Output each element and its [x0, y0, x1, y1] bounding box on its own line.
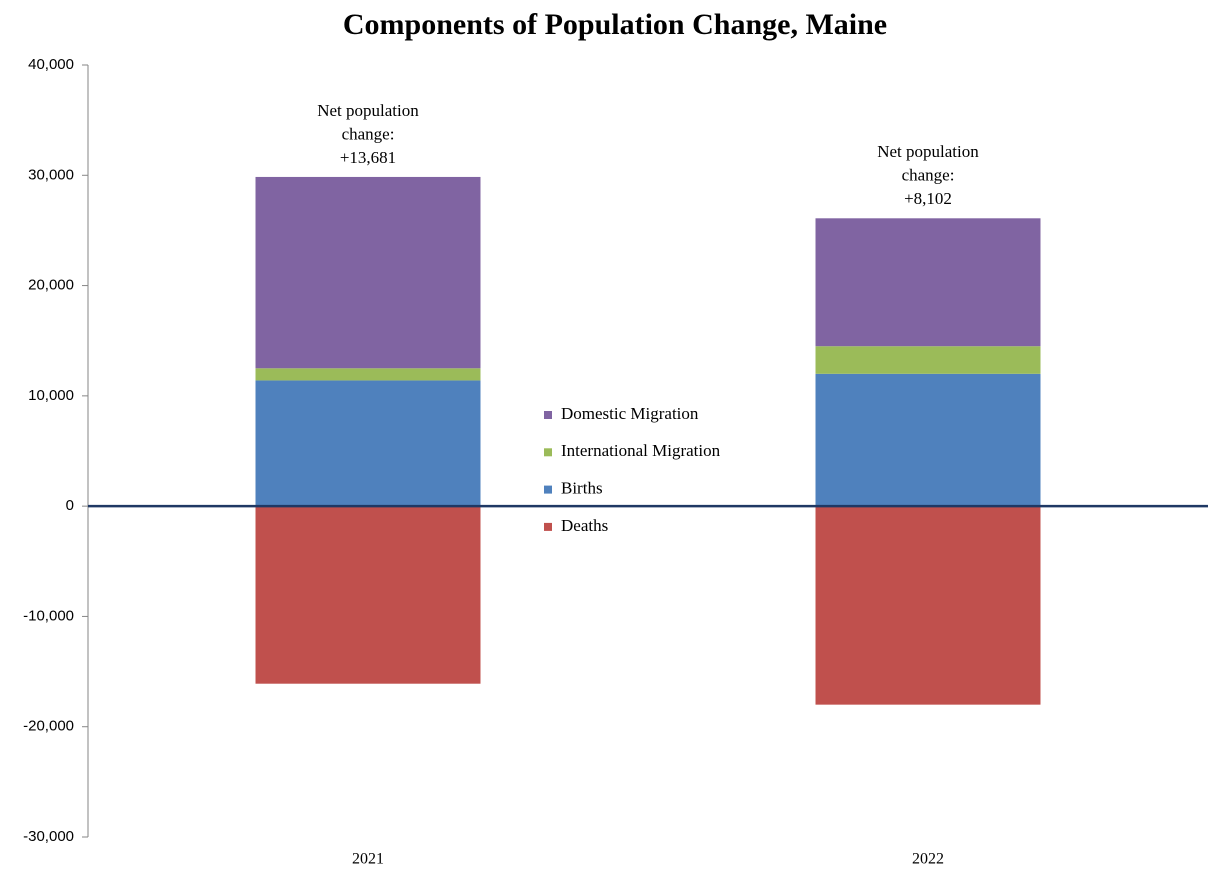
y-tick-label: -10,000	[23, 607, 74, 624]
annotation: Net population	[317, 101, 419, 120]
x-tick-label: 2021	[352, 851, 384, 868]
bar-segment	[815, 218, 1041, 347]
annotation: change:	[902, 166, 955, 185]
y-tick-label: -20,000	[23, 718, 74, 735]
annotation: +8,102	[904, 189, 952, 208]
bar-segment	[255, 506, 481, 684]
bar-segment	[255, 176, 481, 369]
y-tick-label: 10,000	[28, 387, 74, 404]
bar-segment	[815, 373, 1041, 507]
chart-title: Components of Population Change, Maine	[343, 8, 887, 41]
annotation: +13,681	[340, 148, 396, 167]
bar-segment	[815, 506, 1041, 705]
legend-label: International Migration	[561, 441, 721, 460]
y-tick-label: 20,000	[28, 277, 74, 294]
bar-segment	[255, 368, 481, 381]
legend-label: Deaths	[561, 516, 608, 535]
legend-label: Domestic Migration	[561, 404, 699, 423]
y-tick-label: -30,000	[23, 828, 74, 845]
legend-swatch	[544, 448, 552, 457]
y-tick-label: 30,000	[28, 166, 74, 183]
annotation: change:	[342, 124, 395, 143]
legend-swatch	[544, 485, 552, 494]
bar-segment	[255, 380, 481, 507]
legend-swatch	[544, 522, 552, 531]
bar-segment	[815, 346, 1041, 374]
legend-swatch	[544, 411, 552, 419]
y-tick-label: 40,000	[28, 56, 74, 73]
y-tick-label: 0	[66, 497, 74, 514]
annotation: Net population	[877, 142, 979, 161]
legend-label: Births	[561, 479, 603, 498]
x-tick-label: 2022	[912, 851, 944, 868]
